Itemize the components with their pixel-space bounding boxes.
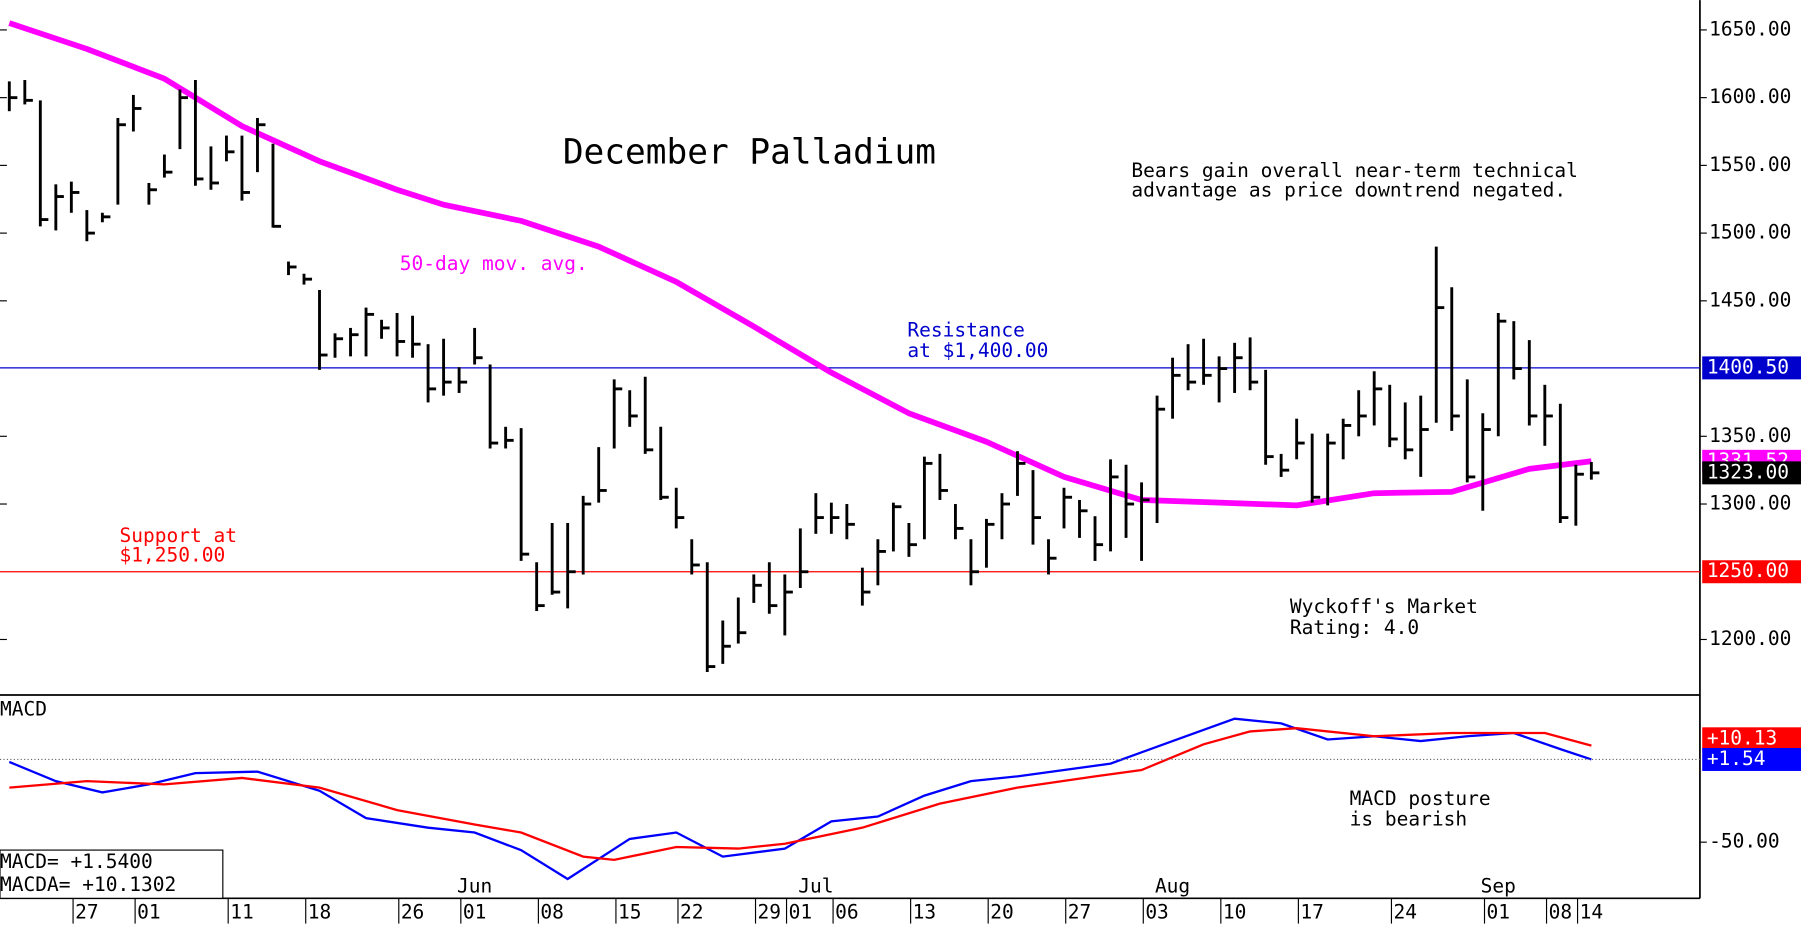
macd-title: MACD <box>0 697 47 720</box>
macd-line <box>9 727 1592 862</box>
x-tick-label: 08 <box>1549 901 1572 924</box>
support-label: $1,250.00 <box>119 544 225 567</box>
y-tick-label: 1350.00 <box>1709 424 1791 447</box>
x-tick-label: 29 <box>758 901 782 924</box>
resistance-label: at $1,400.00 <box>907 339 1048 362</box>
note: Bears gain overall near-term technical <box>1131 159 1577 182</box>
support-label: Support at <box>119 524 237 547</box>
note: Wyckoff's Market <box>1290 595 1478 618</box>
x-tick-label: 26 <box>401 901 425 924</box>
x-tick-label: 20 <box>990 901 1013 924</box>
chart-title: December Palladium <box>563 133 936 173</box>
x-tick-label: 17 <box>1300 901 1324 924</box>
x-tick-label: 06 <box>835 901 859 924</box>
note: Rating: 4.0 <box>1290 616 1419 639</box>
price-value: 1323.00 <box>1707 460 1789 483</box>
y-tick-label: 1550.00 <box>1709 153 1791 176</box>
macd-value: +1.54 <box>1707 747 1766 770</box>
y-tick-label: 1200.00 <box>1709 627 1791 650</box>
x-tick-label: 01 <box>137 901 161 924</box>
macd-value-box <box>1702 727 1801 751</box>
note: advantage as price downtrend negated. <box>1131 178 1566 201</box>
x-tick-label: 13 <box>913 901 936 924</box>
macd-line <box>8 717 1592 881</box>
month-label: Sep <box>1481 874 1516 897</box>
x-tick-label: 11 <box>230 901 254 924</box>
readout-box <box>0 849 224 899</box>
support-value-box <box>1702 560 1801 584</box>
x-tick-label: 10 <box>1223 901 1247 924</box>
month-label: Aug <box>1155 874 1190 897</box>
macd-value: +10.13 <box>1707 726 1778 749</box>
y-tick-label: -50.00 <box>1709 830 1780 853</box>
note: MACD posture <box>1350 787 1491 810</box>
x-tick-label: 27 <box>75 901 99 924</box>
macd-readout: MACD= +1.5400 <box>0 850 153 873</box>
month-label: Jun <box>457 874 492 897</box>
y-tick-label: 1600.00 <box>1709 85 1791 108</box>
x-tick-label: 27 <box>1068 901 1092 924</box>
y-tick-label: 1650.00 <box>1709 17 1791 40</box>
moving-average <box>8 20 1592 509</box>
x-tick-label: 24 <box>1393 901 1417 924</box>
resistance-label: Resistance <box>907 318 1025 341</box>
resistance-value: 1400.50 <box>1707 355 1789 378</box>
x-tick-label: 08 <box>540 901 564 924</box>
x-tick-label: 14 <box>1580 901 1603 924</box>
y-tick-label: 1500.00 <box>1709 221 1791 244</box>
y-tick-label: 1300.00 <box>1709 492 1791 515</box>
x-tick-label: 01 <box>1487 901 1511 924</box>
x-tick-label: 03 <box>1145 901 1169 924</box>
x-tick-label: 22 <box>680 901 703 924</box>
x-tick-label: 01 <box>463 901 487 924</box>
x-tick-label: 15 <box>618 901 641 924</box>
price-value-box <box>1702 461 1801 485</box>
x-tick-label: 01 <box>789 901 812 924</box>
macd-value-box <box>1702 747 1801 771</box>
support-value: 1250.00 <box>1707 559 1789 582</box>
month-label: Jul <box>798 874 833 897</box>
y-tick-label: 1450.00 <box>1709 288 1791 311</box>
macda-readout: MACDA= +10.1302 <box>0 873 176 896</box>
x-tick-label: 18 <box>308 901 332 924</box>
resistance-value-box <box>1702 356 1801 380</box>
ma-label: 50-day mov. avg. <box>400 252 588 275</box>
note: is bearish <box>1350 808 1468 831</box>
